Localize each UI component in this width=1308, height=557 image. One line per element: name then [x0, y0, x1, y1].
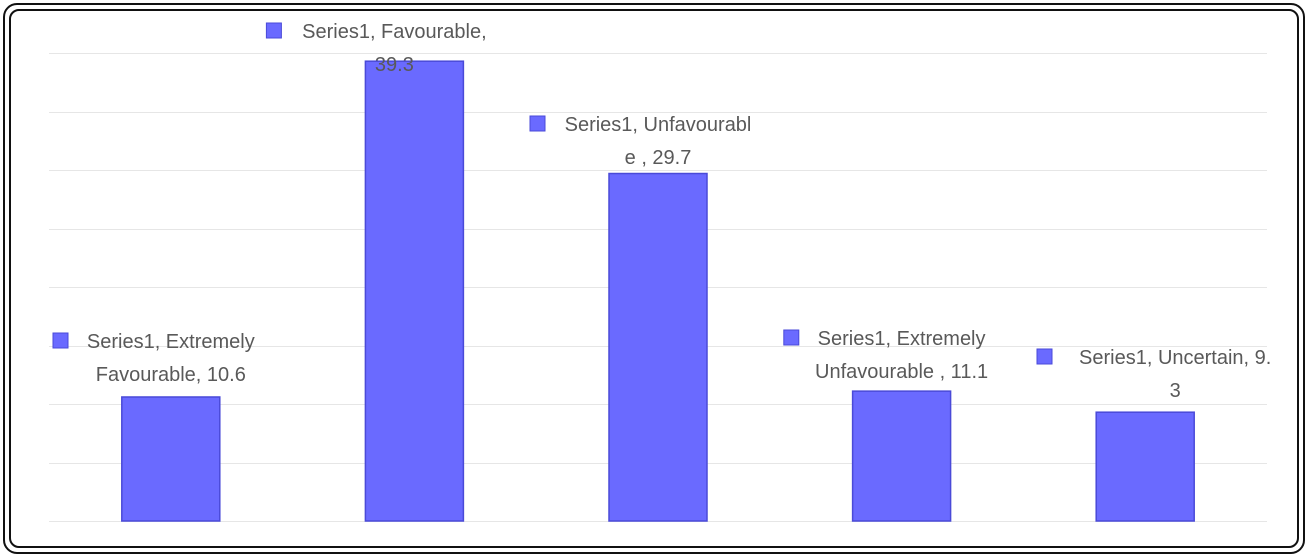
data-label: Series1, Favourable, 39.3: [265, 21, 487, 76]
data-label: Series1, Extremely Unfavourable , 11.1: [783, 328, 988, 383]
legend-key-square: [1036, 348, 1053, 365]
data-label-line: Series1, Uncertain, 9.: [1079, 347, 1271, 369]
data-label-line: Series1, Extremely: [818, 328, 986, 350]
data-label-line: Series1, Favourable,: [302, 21, 487, 43]
data-label-line: Favourable, 10.6: [96, 364, 246, 386]
data-label-line: Unfavourable , 11.1: [815, 361, 988, 383]
legend-key-square: [783, 329, 800, 346]
bar-favourable: [364, 60, 465, 522]
data-label-line: Series1, Extremely: [87, 331, 255, 353]
legend-key-square: [265, 22, 282, 39]
bar-unfavourable: [608, 172, 708, 522]
data-label-line: e , 29.7: [625, 147, 692, 169]
bar-extremely-favourable: [121, 396, 221, 522]
chart-frame: Series1, Extremely Favourable, 10.6 Series…: [9, 9, 1299, 548]
data-label: Series1, Extremely Favourable, 10.6: [52, 331, 255, 386]
bar-uncertain: [1095, 411, 1195, 522]
legend-key-square: [52, 332, 69, 349]
data-label-line: Series1, Unfavourabl: [565, 114, 752, 136]
data-label: Series1, Unfavourabl e , 29.7: [529, 114, 752, 169]
data-label-line: 3: [1170, 380, 1181, 402]
outer-frame: [3, 3, 1305, 554]
bar-extremely-unfavourable: [851, 390, 952, 522]
data-label-line: 39.3: [375, 54, 414, 76]
legend-key-square: [529, 115, 546, 132]
data-label: Series1, Uncertain, 9. 3: [1036, 347, 1271, 402]
